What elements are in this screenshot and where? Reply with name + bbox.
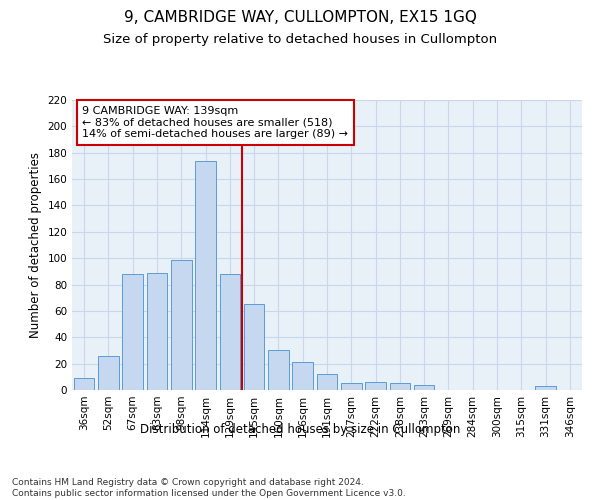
Text: Size of property relative to detached houses in Cullompton: Size of property relative to detached ho… [103,32,497,46]
Bar [146,272,167,390]
Bar [292,362,313,390]
Y-axis label: Number of detached properties: Number of detached properties [29,152,42,338]
Bar [244,304,265,390]
Bar [317,374,337,390]
Bar [98,356,119,390]
Bar [535,386,556,390]
Bar [74,378,94,390]
Bar [414,384,434,390]
Bar [341,384,362,390]
Bar [171,260,191,390]
Bar [220,274,240,390]
Bar [389,384,410,390]
Text: 9, CAMBRIDGE WAY, CULLOMPTON, EX15 1GQ: 9, CAMBRIDGE WAY, CULLOMPTON, EX15 1GQ [124,10,476,25]
Bar [195,160,216,390]
Bar [365,382,386,390]
Text: 9 CAMBRIDGE WAY: 139sqm
← 83% of detached houses are smaller (518)
14% of semi-d: 9 CAMBRIDGE WAY: 139sqm ← 83% of detache… [82,106,348,139]
Bar [268,350,289,390]
Text: Distribution of detached houses by size in Cullompton: Distribution of detached houses by size … [140,422,460,436]
Bar [122,274,143,390]
Text: Contains HM Land Registry data © Crown copyright and database right 2024.
Contai: Contains HM Land Registry data © Crown c… [12,478,406,498]
